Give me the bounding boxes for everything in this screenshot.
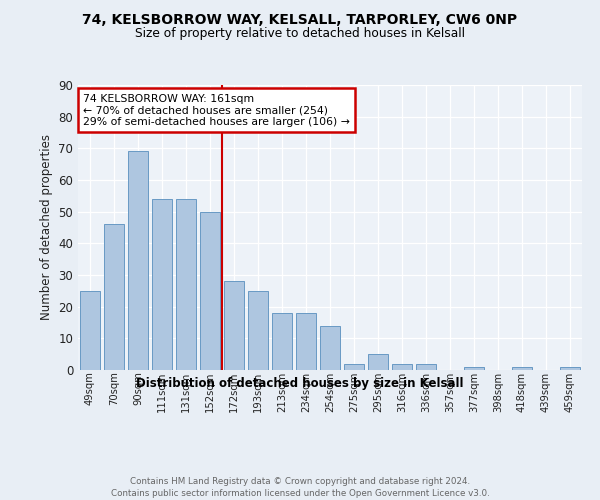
Bar bbox=[176, 199, 196, 370]
Bar bbox=[344, 364, 364, 370]
Bar bbox=[368, 354, 388, 370]
Y-axis label: Number of detached properties: Number of detached properties bbox=[40, 134, 53, 320]
Bar bbox=[80, 291, 100, 370]
Bar bbox=[296, 313, 316, 370]
Bar bbox=[128, 152, 148, 370]
Bar bbox=[464, 367, 484, 370]
Text: Contains HM Land Registry data © Crown copyright and database right 2024.
Contai: Contains HM Land Registry data © Crown c… bbox=[110, 476, 490, 498]
Text: Distribution of detached houses by size in Kelsall: Distribution of detached houses by size … bbox=[136, 378, 464, 390]
Text: Size of property relative to detached houses in Kelsall: Size of property relative to detached ho… bbox=[135, 28, 465, 40]
Bar bbox=[224, 282, 244, 370]
Text: 74, KELSBORROW WAY, KELSALL, TARPORLEY, CW6 0NP: 74, KELSBORROW WAY, KELSALL, TARPORLEY, … bbox=[82, 12, 518, 26]
Bar bbox=[248, 291, 268, 370]
Bar bbox=[512, 367, 532, 370]
Bar bbox=[104, 224, 124, 370]
Bar bbox=[560, 367, 580, 370]
Bar bbox=[152, 199, 172, 370]
Bar bbox=[272, 313, 292, 370]
Bar bbox=[416, 364, 436, 370]
Bar bbox=[392, 364, 412, 370]
Text: 74 KELSBORROW WAY: 161sqm
← 70% of detached houses are smaller (254)
29% of semi: 74 KELSBORROW WAY: 161sqm ← 70% of detac… bbox=[83, 94, 350, 126]
Bar bbox=[320, 326, 340, 370]
Bar bbox=[200, 212, 220, 370]
